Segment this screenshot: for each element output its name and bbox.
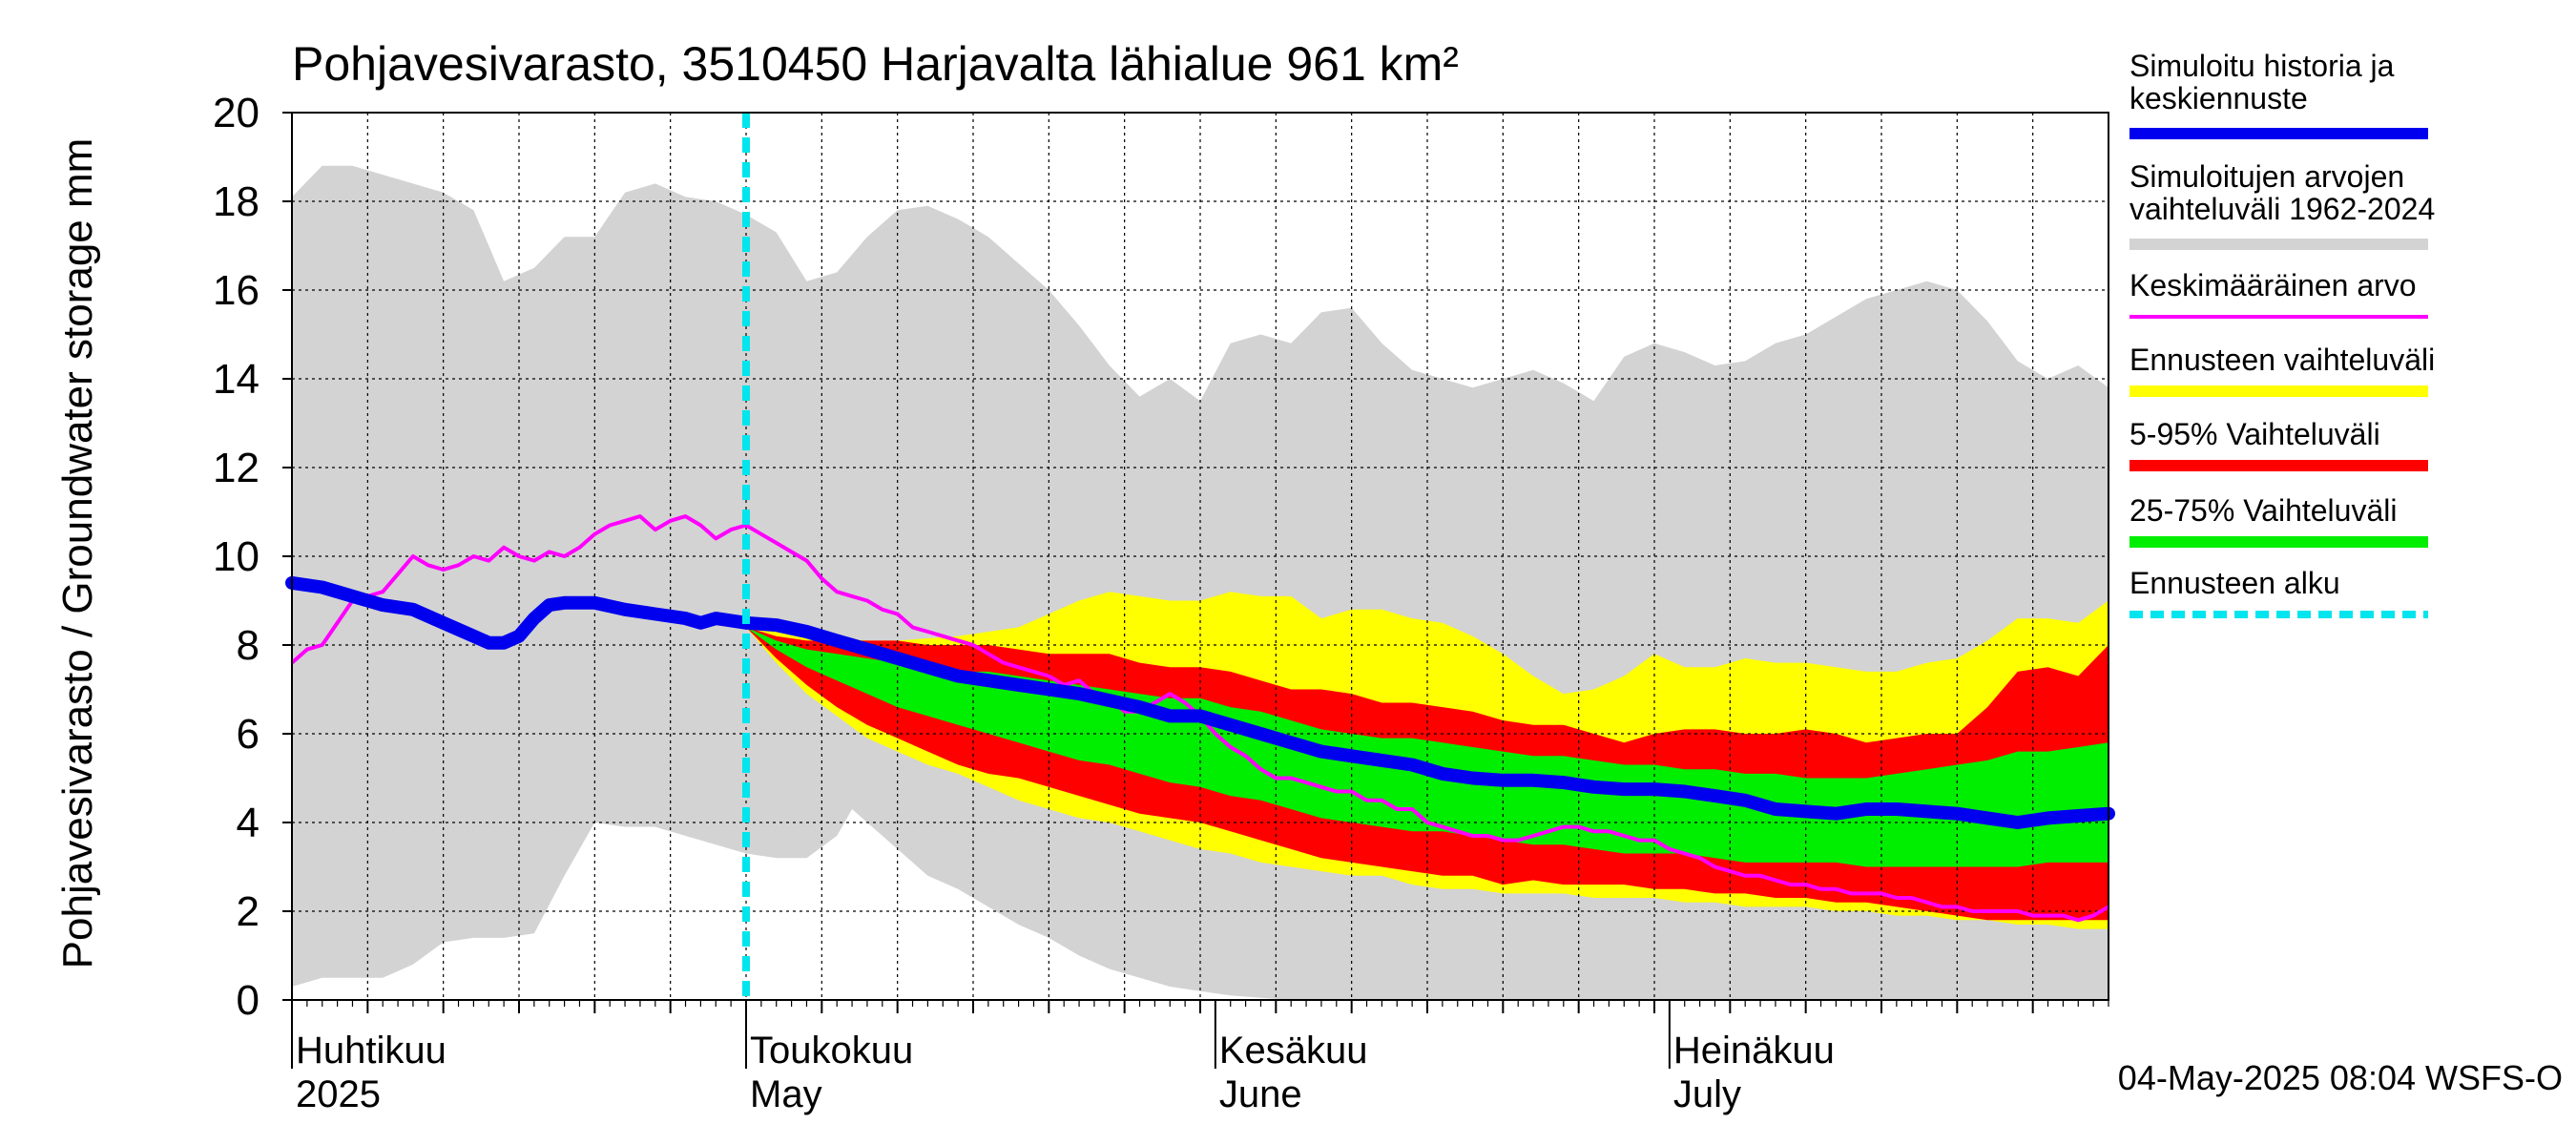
- grid: [292, 113, 2109, 1000]
- legend-label: Ennusteen vaihteluväli: [2129, 343, 2435, 377]
- legend-label: 25-75% Vaihteluväli: [2129, 493, 2397, 528]
- y-tick-label: 0: [237, 977, 260, 1024]
- month-label-en: 2025: [296, 1073, 381, 1115]
- y-tick-label: 18: [213, 178, 260, 225]
- y-axis-label: Pohjavesivarasto / Groundwater storage m…: [54, 138, 101, 969]
- month-label-en: May: [750, 1073, 822, 1115]
- y-tick-labels: 0 2 4 6 8 10 12 14 16 18 20: [213, 90, 292, 1024]
- month-label-fi: Kesäkuu: [1219, 1030, 1368, 1072]
- y-tick-label: 16: [213, 267, 260, 314]
- y-tick-label: 10: [213, 533, 260, 580]
- legend-label: Simuloitu historia ja: [2129, 49, 2395, 83]
- y-tick-label: 8: [237, 622, 260, 669]
- legend-label: 5-95% Vaihteluväli: [2129, 417, 2380, 451]
- series-lines: [285, 113, 2115, 1004]
- y-tick-label: 2: [237, 888, 260, 935]
- y-tick-label: 6: [237, 711, 260, 758]
- y-tick-label: 20: [213, 90, 260, 136]
- month-label-fi: Toukokuu: [750, 1030, 913, 1072]
- legend-label: Keskimääräinen arvo: [2129, 268, 2417, 302]
- y-tick-label: 4: [237, 800, 260, 846]
- history-forecast-line: [285, 575, 2115, 829]
- month-label-en: July: [1673, 1073, 1741, 1115]
- month-label-fi: Heinäkuu: [1673, 1030, 1835, 1072]
- chart-title: Pohjavesivarasto, 3510450 Harjavalta läh…: [292, 37, 1459, 91]
- timestamp: 04-May-2025 08:04 WSFS-O: [2118, 1058, 2563, 1097]
- legend-label: Simuloitujen arvojen: [2129, 159, 2404, 194]
- y-tick-label: 12: [213, 445, 260, 491]
- legend-label-line2: keskiennuste: [2129, 81, 2308, 115]
- month-label-fi: Huhtikuu: [296, 1030, 447, 1072]
- legend-label-line2: vaihteluväli 1962-2024: [2129, 192, 2435, 226]
- y-tick-label: 14: [213, 356, 260, 403]
- month-label-en: June: [1219, 1073, 1302, 1115]
- legend-label: Ennusteen alku: [2129, 566, 2340, 600]
